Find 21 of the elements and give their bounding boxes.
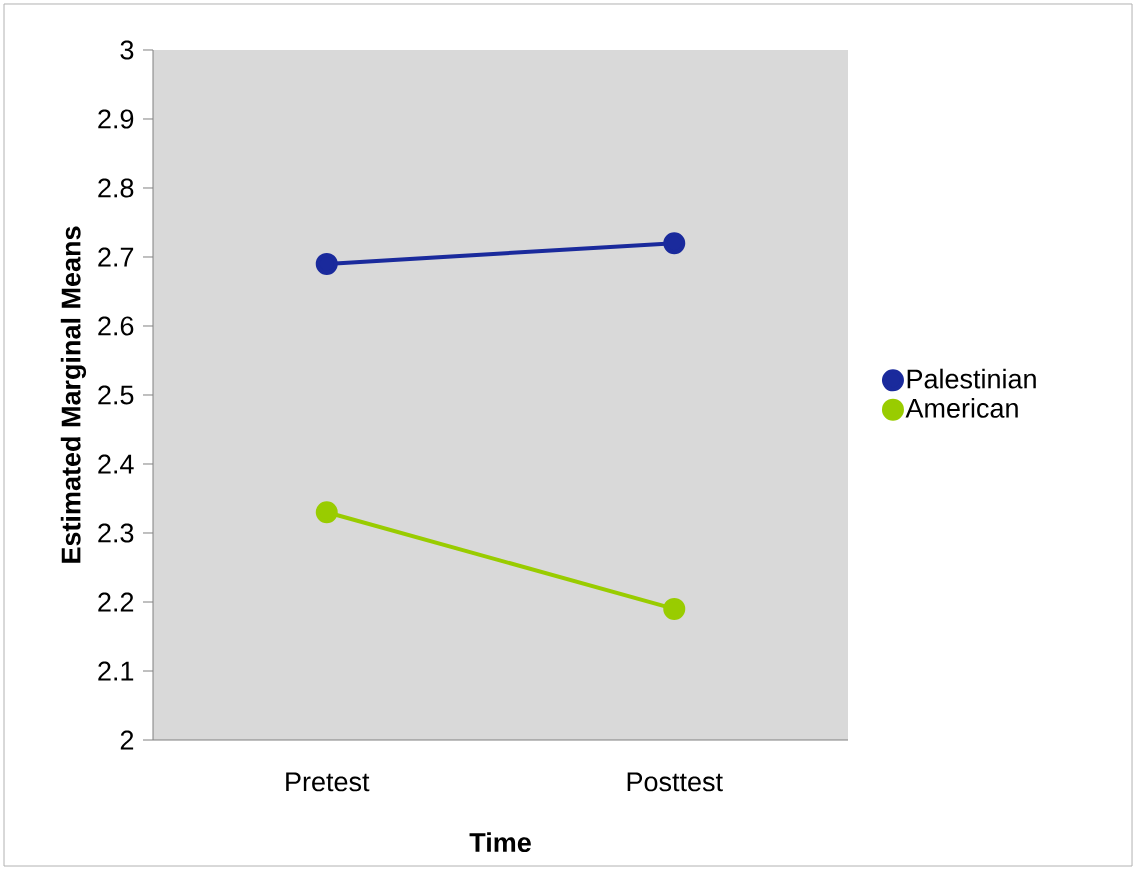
x-tick-label: Pretest <box>286 772 370 792</box>
point <box>315 501 338 524</box>
y-tick-label: 2.6 <box>98 316 134 336</box>
y-tick-label: 2 <box>120 730 134 750</box>
point <box>663 597 686 620</box>
y-tick-label: 2.5 <box>98 385 134 405</box>
x-axis-title: Time <box>469 832 531 853</box>
y-tick-label: 2.2 <box>98 592 134 612</box>
point <box>315 252 338 275</box>
y-tick-label: 2.4 <box>98 454 134 474</box>
y-tick-label: 2.8 <box>98 178 134 198</box>
legend-label: American <box>905 397 1018 418</box>
point <box>663 232 686 255</box>
y-tick-label: 2.9 <box>98 109 134 129</box>
x-tick-label: Posttest <box>627 772 723 792</box>
legend-label: Palestinian <box>907 368 1036 389</box>
y-tick-label: 3 <box>120 40 134 60</box>
y-tick-label: 2.1 <box>98 661 134 681</box>
y-tick-label: 2.7 <box>98 247 134 267</box>
y-axis-title: Estimated Marginal Means <box>60 226 87 563</box>
y-tick-label: 2.3 <box>98 523 134 543</box>
